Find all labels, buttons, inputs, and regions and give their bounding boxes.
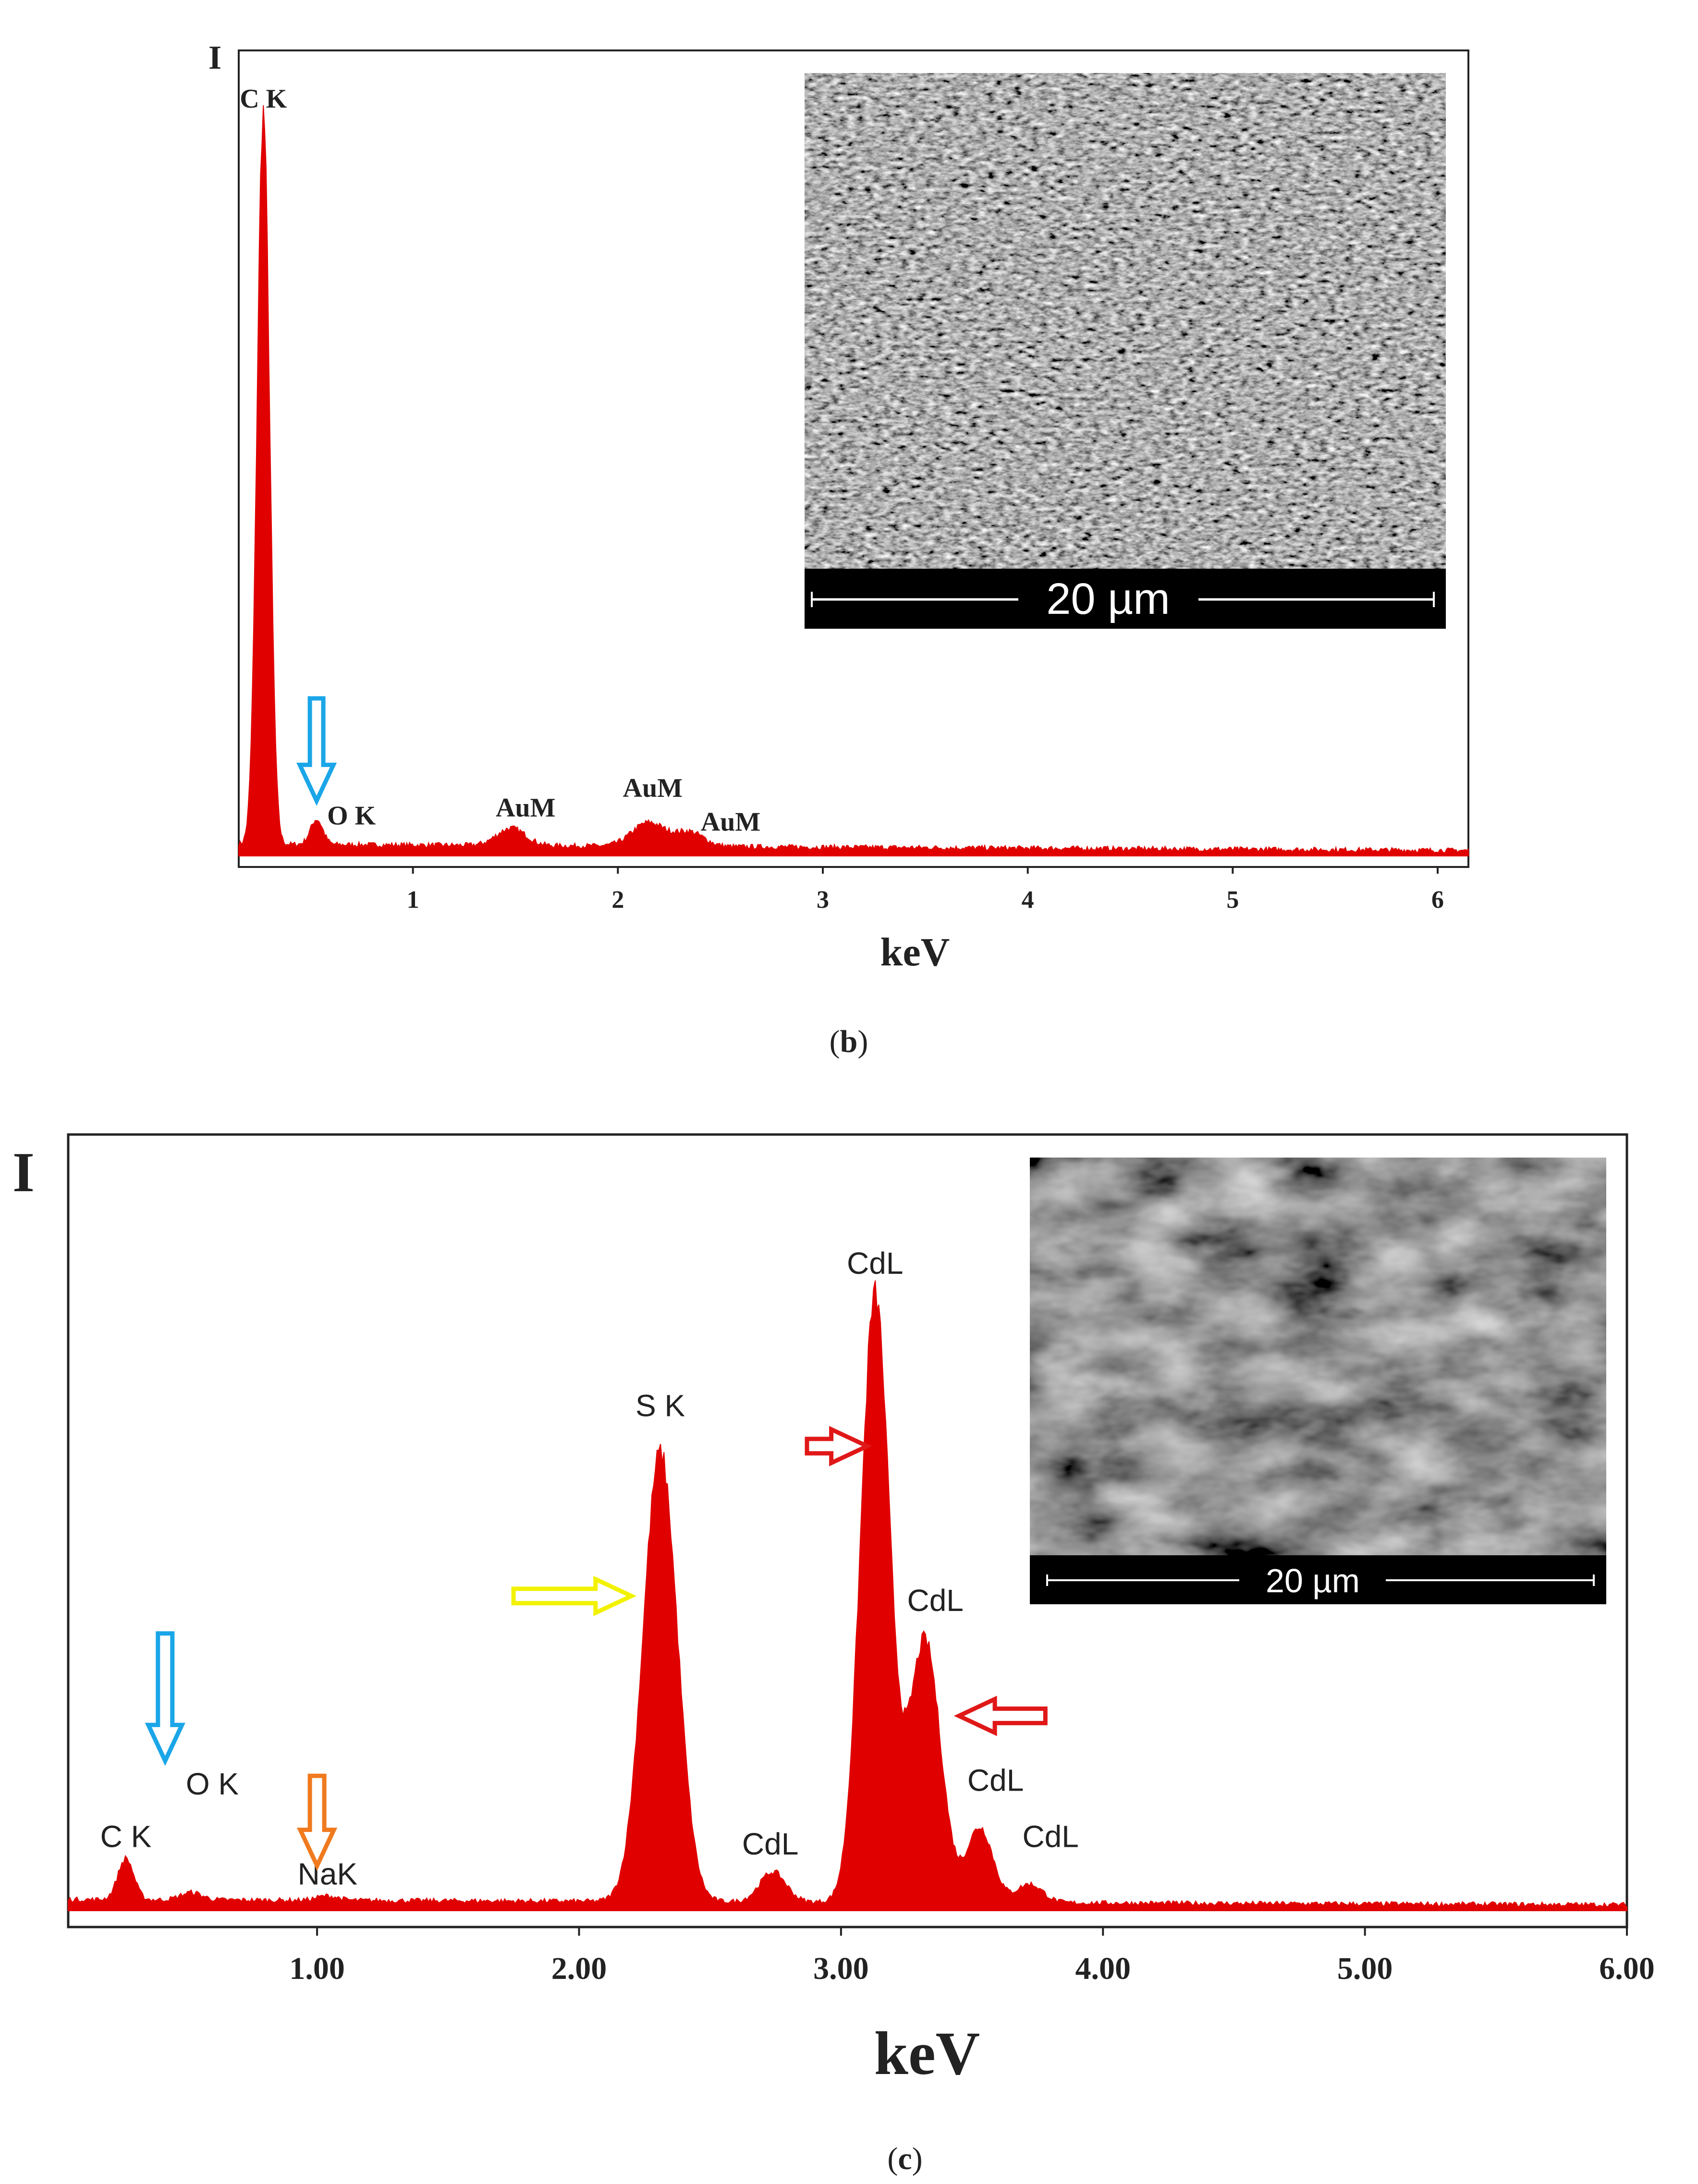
x-tick-label: 3 bbox=[817, 886, 829, 914]
x-tick-label: 1.00 bbox=[289, 1951, 345, 1986]
plot-frame bbox=[238, 49, 1469, 868]
y-axis-label: I bbox=[208, 39, 221, 76]
element-arrows bbox=[296, 696, 337, 806]
arrow-o-down bbox=[145, 1631, 185, 1766]
peak-label: CdL bbox=[907, 1583, 963, 1618]
peak-labels: C K O K AuM AuM AuM bbox=[240, 84, 760, 837]
x-tick-label: 6 bbox=[1431, 886, 1444, 914]
peak-label: AuM bbox=[623, 773, 683, 803]
x-tick-label: 1 bbox=[407, 886, 419, 914]
arrow-cd-right bbox=[805, 1426, 873, 1466]
panel-caption-c: (c) bbox=[887, 2141, 922, 2176]
peak-label: O K bbox=[186, 1767, 239, 1801]
peak-label: CdL bbox=[742, 1827, 798, 1861]
arrow-o-down bbox=[296, 696, 337, 806]
x-tick-label: 3.00 bbox=[813, 1951, 869, 1986]
x-tick-label: 2.00 bbox=[551, 1951, 607, 1986]
x-axis: 1 2 3 4 5 6 bbox=[407, 867, 1444, 914]
sem-inset: 20 µm bbox=[1030, 1158, 1606, 1604]
x-tick-label: 4.00 bbox=[1075, 1951, 1131, 1986]
sem-image bbox=[805, 73, 1446, 569]
peak-label: O K bbox=[327, 801, 376, 830]
panel-caption-b: (b) bbox=[830, 1024, 868, 1059]
peak-label: C K bbox=[100, 1819, 152, 1854]
arrow-cd-left bbox=[953, 1696, 1048, 1736]
peak-label: AuM bbox=[496, 793, 555, 823]
peak-label: CdL bbox=[1022, 1819, 1078, 1854]
peak-label: CdL bbox=[847, 1246, 903, 1281]
arrow-na-down bbox=[297, 1773, 338, 1871]
x-axis-label: keV bbox=[880, 930, 950, 975]
peak-label: AuM bbox=[701, 807, 760, 837]
element-arrows bbox=[145, 1426, 1048, 1871]
panel-b: I 1 2 3 4 5 6 C K O K AuM AuM AuM keV 20 µm (b) bbox=[208, 39, 1469, 1059]
spectrum-area bbox=[238, 105, 1469, 856]
x-axis-label: keV bbox=[874, 2019, 980, 2087]
spectrum bbox=[68, 1280, 1627, 1911]
peak-label: C K bbox=[240, 84, 287, 114]
arrow-s-right bbox=[511, 1575, 637, 1616]
peak-label: S K bbox=[635, 1388, 685, 1423]
peak-labels: C K O K NaK S K CdL CdL CdL CdL CdL bbox=[100, 1246, 1079, 1891]
spectrum bbox=[238, 105, 1469, 856]
scale-bar-label: 20 µm bbox=[1266, 1562, 1360, 1599]
y-axis-label: I bbox=[12, 1141, 35, 1204]
sem-image bbox=[1030, 1158, 1606, 1578]
x-axis: 1.00 2.00 3.00 4.00 5.00 6.00 bbox=[289, 1927, 1655, 1986]
spectrum-area bbox=[68, 1280, 1627, 1911]
x-tick-label: 5 bbox=[1226, 886, 1239, 914]
x-tick-label: 5.00 bbox=[1337, 1951, 1393, 1986]
peak-label: CdL bbox=[967, 1763, 1024, 1797]
scale-bar-label: 20 µm bbox=[1046, 574, 1170, 623]
sem-inset: 20 µm bbox=[805, 73, 1446, 629]
x-tick-label: 2 bbox=[611, 886, 624, 914]
x-tick-label: 6.00 bbox=[1599, 1951, 1655, 1986]
x-tick-label: 4 bbox=[1022, 886, 1034, 914]
peak-label: NaK bbox=[298, 1856, 358, 1891]
plot-frame bbox=[67, 1133, 1628, 1928]
